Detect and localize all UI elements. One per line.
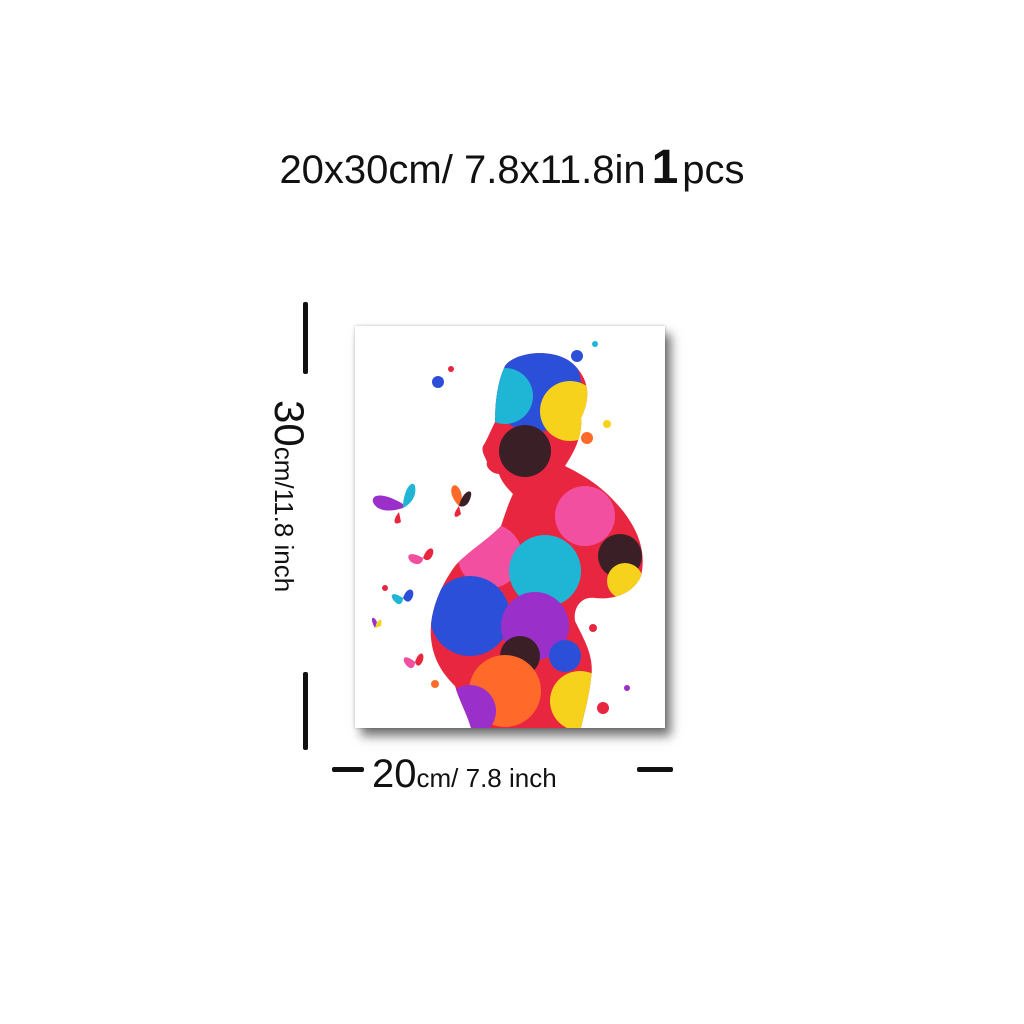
butterfly-icon bbox=[371, 617, 382, 628]
height-line-bottom bbox=[303, 672, 308, 750]
width-label: 20cm/ 7.8 inch bbox=[372, 752, 557, 797]
height-value: 30 bbox=[266, 400, 313, 447]
artwork-image bbox=[371, 341, 643, 728]
height-unit: cm/11.8 inch bbox=[269, 446, 299, 593]
height-label: 30cm/11.8 inch bbox=[265, 400, 313, 592]
size-text: 20x30cm/ 7.8x11.8in bbox=[279, 148, 646, 192]
width-line-left bbox=[332, 767, 364, 772]
butterfly-icon bbox=[403, 653, 424, 669]
product-size-heading: 20x30cm/ 7.8x11.8in 1 pcs bbox=[0, 140, 1024, 195]
butterfly-icon bbox=[391, 589, 414, 605]
canvas-print bbox=[355, 326, 665, 728]
width-line-right bbox=[637, 767, 673, 772]
width-value: 20 bbox=[372, 752, 417, 796]
quantity-number: 1 bbox=[651, 141, 679, 194]
width-unit: cm/ 7.8 inch bbox=[416, 763, 557, 793]
butterfly-icon bbox=[408, 548, 434, 565]
height-line-top bbox=[303, 302, 308, 374]
butterfly-icon bbox=[372, 483, 416, 524]
quantity-unit: pcs bbox=[682, 148, 745, 192]
butterfly-icon bbox=[451, 485, 472, 517]
